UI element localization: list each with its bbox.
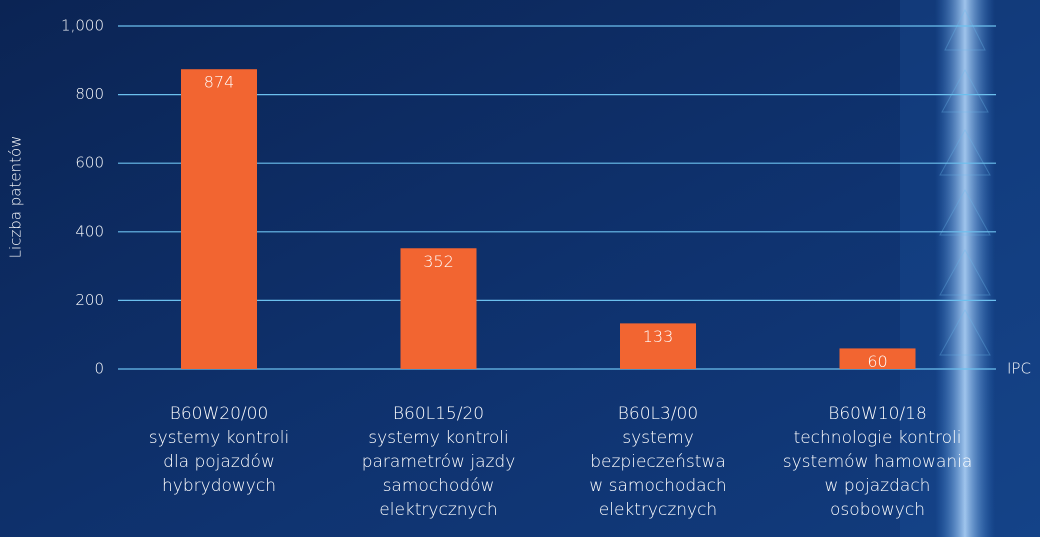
x-tick-label: bezpieczeństwa bbox=[590, 452, 726, 472]
x-tick-label: w pojazdach bbox=[825, 476, 931, 496]
x-tick-label: osobowych bbox=[830, 500, 925, 520]
value-label: 60 bbox=[867, 352, 887, 371]
x-tick-label: technologie kontroli bbox=[794, 428, 962, 448]
y-tick-label: 600 bbox=[75, 154, 104, 172]
y-tick-label: 1,000 bbox=[61, 17, 104, 35]
x-tick-label: B60L15/20 bbox=[393, 404, 484, 424]
x-tick-label: B60W20/00 bbox=[170, 404, 269, 424]
x-tick-label: parametrów jazdy bbox=[362, 452, 516, 472]
value-label: 874 bbox=[204, 73, 235, 92]
x-tick-label: B60W10/18 bbox=[828, 404, 927, 424]
x-tick-label: B60L3/00 bbox=[618, 404, 698, 424]
x-tick-label: elektrycznych bbox=[599, 500, 717, 520]
x-tick-label: systemy kontroli bbox=[149, 428, 289, 448]
bar bbox=[181, 69, 257, 369]
x-tick-label: hybrydowych bbox=[162, 476, 276, 496]
x-axis-label: IPC bbox=[1007, 360, 1031, 378]
x-tick-label: systemów hamowania bbox=[783, 452, 973, 472]
y-tick-label: 0 bbox=[94, 360, 104, 378]
chart: Liczba patentów IPC 0 200 400 600 800 1,000 87… bbox=[0, 0, 1040, 537]
y-tick-label: 800 bbox=[75, 85, 104, 103]
x-tick-label: dla pojazdów bbox=[163, 452, 275, 472]
y-axis-label: Liczba patentów bbox=[7, 136, 25, 259]
x-tick-label: elektrycznych bbox=[379, 500, 497, 520]
value-label: 133 bbox=[643, 327, 674, 346]
value-label: 352 bbox=[423, 252, 454, 271]
x-tick-label: systemy kontroli bbox=[368, 428, 508, 448]
x-tick-label: systemy bbox=[622, 428, 694, 448]
y-tick-label: 400 bbox=[75, 222, 104, 240]
x-tick-label: samochodów bbox=[383, 476, 495, 496]
x-tick-label: w samochodach bbox=[589, 476, 726, 496]
y-tick-label: 200 bbox=[75, 291, 104, 309]
